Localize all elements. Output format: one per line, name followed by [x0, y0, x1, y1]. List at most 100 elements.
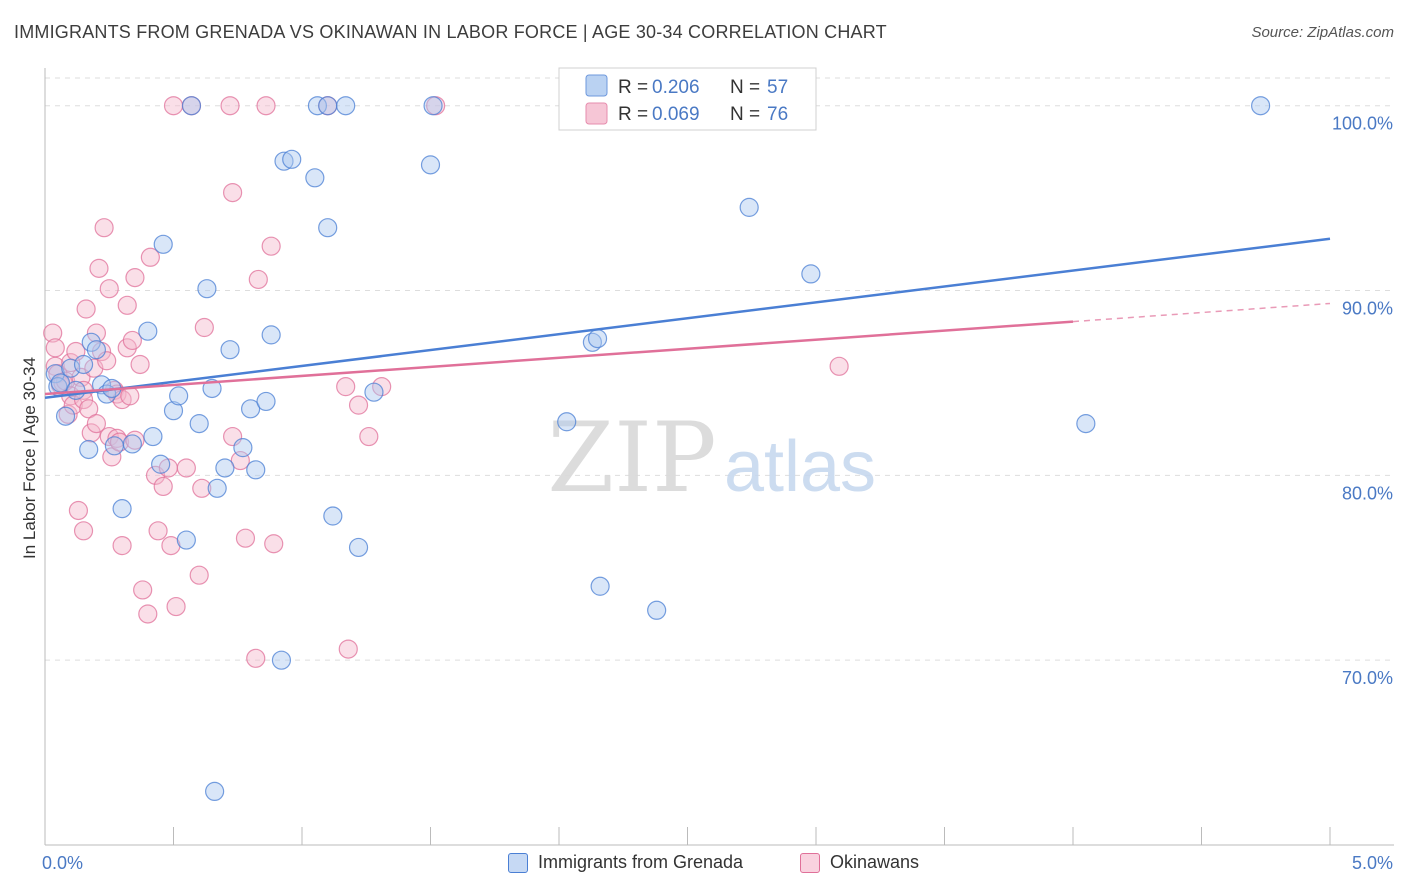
point-grenada-33	[256, 391, 276, 412]
legend-item-okinawans: Okinawans	[800, 852, 919, 873]
point-grenada-44	[348, 537, 369, 558]
x-tick-label-1: 5.0%	[1352, 853, 1393, 873]
point-okinawans-19	[81, 423, 101, 443]
legend-n-label-1: N =	[730, 104, 760, 125]
point-okinawans-18	[79, 399, 99, 419]
point-grenada-31	[241, 399, 261, 419]
point-okinawans-29	[102, 447, 122, 467]
point-okinawans-37	[117, 295, 137, 315]
legend-r-value-0: 0.206	[652, 77, 700, 98]
point-okinawans-43	[133, 580, 153, 600]
y-tick-label-3: 100.0%	[1332, 114, 1393, 134]
point-okinawans-48	[153, 476, 173, 497]
point-grenada-16	[138, 321, 158, 341]
point-okinawans-57	[194, 317, 214, 338]
point-grenada-32	[246, 460, 266, 480]
point-okinawans-17	[76, 299, 96, 319]
point-okinawans-44	[138, 604, 158, 624]
point-okinawans-42	[130, 354, 150, 375]
trend-line-grenada	[44, 237, 1331, 399]
point-okinawans-1	[45, 338, 65, 358]
point-okinawans-60	[223, 182, 243, 203]
point-grenada-40	[318, 96, 338, 116]
point-grenada-45	[364, 382, 384, 402]
point-okinawans-45	[140, 247, 160, 267]
legend-n-value-0: 57	[767, 77, 788, 98]
legend-r-label-0: R =	[618, 77, 648, 98]
point-okinawans-67	[264, 534, 284, 554]
point-okinawans-64	[248, 269, 268, 290]
point-grenada-42	[323, 506, 343, 526]
point-okinawans-65	[256, 96, 276, 116]
point-grenada-36	[274, 151, 294, 171]
trend-lines	[44, 237, 1331, 399]
point-grenada-30	[233, 438, 253, 458]
point-grenada-35	[271, 650, 292, 670]
point-grenada-46	[423, 96, 443, 116]
point-grenada-19	[153, 234, 173, 254]
point-okinawans-22	[86, 414, 107, 434]
point-grenada-24	[189, 414, 209, 434]
tick-labels: 70.0% 80.0% 90.0% 100.0% 0.0% 5.0%	[42, 114, 1393, 873]
point-okinawans-75	[829, 356, 849, 376]
point-okinawans-27	[99, 426, 119, 447]
point-okinawans-66	[261, 236, 281, 256]
point-grenada-3	[55, 406, 76, 426]
axes	[44, 68, 1394, 846]
legend-swatch-grenada	[508, 852, 528, 873]
legend-swatch-okinawans	[800, 852, 820, 873]
y-tick-label-2: 90.0%	[1342, 299, 1393, 319]
point-grenada-41	[318, 218, 338, 238]
point-grenada-29	[220, 340, 240, 360]
point-okinawans-62	[235, 528, 256, 548]
grid-lines	[45, 77, 1390, 661]
source-label: Source: ZipAtlas.com	[1251, 24, 1394, 41]
point-grenada-37	[282, 149, 302, 169]
watermark: ZIP atlas	[547, 402, 876, 514]
point-grenada-34	[261, 325, 281, 345]
point-okinawans-41	[125, 268, 145, 288]
point-grenada-38	[305, 168, 325, 188]
point-grenada-56	[1251, 96, 1271, 116]
y-tick-label-0: 70.0%	[1342, 668, 1393, 688]
point-grenada-27	[207, 478, 227, 498]
x-tick-label-0: 0.0%	[42, 853, 83, 873]
watermark-atlas: atlas	[724, 427, 876, 507]
legend-n-value-1: 76	[767, 104, 788, 125]
point-okinawans-56	[192, 478, 212, 498]
y-axis-title: In Labor Force | Age 30-34	[20, 357, 39, 559]
point-okinawans-10	[63, 395, 83, 415]
legend-n-label-0: N =	[730, 77, 760, 98]
point-grenada-52	[647, 600, 667, 620]
series-okinawans	[43, 96, 849, 668]
point-grenada-20	[163, 401, 184, 421]
point-grenada-49	[582, 332, 603, 352]
point-grenada-55	[1076, 414, 1096, 434]
point-grenada-15	[122, 434, 142, 454]
point-okinawans-25	[94, 218, 114, 238]
point-okinawans-34	[112, 535, 132, 556]
point-grenada-57	[205, 781, 225, 802]
point-grenada-26	[202, 378, 222, 399]
point-grenada-4	[61, 358, 81, 378]
series-grenada	[45, 96, 1271, 802]
point-okinawans-69	[336, 377, 356, 397]
point-grenada-21	[169, 386, 189, 406]
point-okinawans-51	[163, 96, 184, 116]
point-grenada-9	[86, 340, 107, 360]
point-grenada-18	[151, 454, 171, 474]
point-grenada-22	[176, 530, 196, 550]
legend-label-grenada: Immigrants from Grenada	[538, 852, 744, 872]
point-grenada-14	[112, 499, 132, 519]
point-okinawans-0	[43, 323, 63, 343]
y-tick-label-1: 80.0%	[1342, 483, 1393, 503]
point-grenada-23	[181, 96, 202, 116]
point-grenada-48	[557, 412, 577, 432]
point-grenada-6	[73, 354, 94, 375]
point-okinawans-55	[189, 565, 209, 585]
legend-r-value-1: 0.069	[652, 104, 700, 125]
point-okinawans-28	[99, 279, 119, 299]
point-grenada-13	[104, 436, 124, 456]
legend-top: R = 0.206 N = 57 R = 0.069 N = 76	[558, 67, 817, 131]
